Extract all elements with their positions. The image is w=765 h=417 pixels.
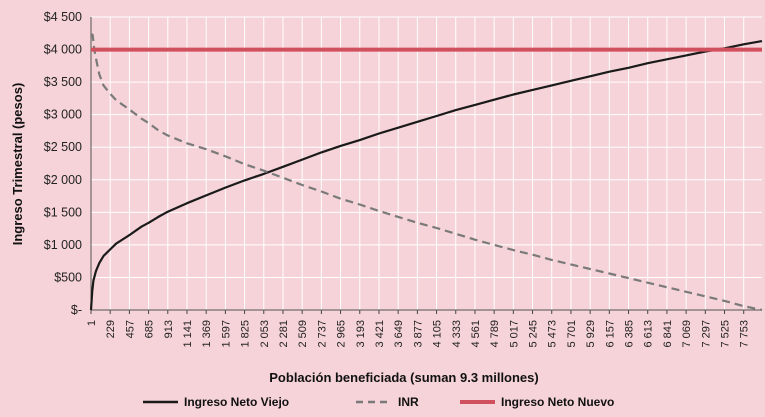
x-axis-title: Población beneficiada (suman 9.3 millone… [269, 370, 538, 385]
x-tick-label: 7 069 [681, 320, 693, 348]
y-tick-label: $2 500 [44, 140, 82, 154]
y-tick-label: $1 500 [44, 205, 82, 219]
series-line-inr [91, 33, 763, 312]
series-line-ingreso-neto-viejo [89, 40, 763, 311]
x-tick-label: 4 333 [451, 320, 463, 348]
x-tick-label: 1 141 [182, 320, 194, 348]
x-tick-label: 6 841 [662, 320, 674, 348]
y-tick-label: $1 000 [44, 238, 82, 252]
x-tick-label: 229 [105, 320, 117, 338]
x-tick-label: 2 509 [297, 320, 309, 348]
y-tick-label: $3 000 [44, 108, 82, 122]
y-tick-label: $4 500 [44, 10, 82, 24]
axes [90, 17, 762, 314]
x-tick-label: 3 649 [393, 320, 405, 348]
legend-label-inr: INR [398, 395, 419, 409]
x-tick-label: 5 245 [528, 320, 540, 348]
x-tick-label: 2 281 [278, 320, 290, 348]
x-tick-label: 6 385 [624, 320, 636, 348]
series-lines [89, 33, 763, 312]
x-tick-label: 4 561 [470, 320, 482, 348]
x-tick-label: 7 753 [739, 320, 751, 348]
x-tick-label: 1 825 [240, 320, 252, 348]
y-tick-label: $- [71, 303, 82, 317]
x-tick-label: 1 597 [220, 320, 232, 348]
legend: Ingreso Neto Viejo INR Ingreso Neto Nuev… [143, 395, 614, 409]
x-tick-label: 5 473 [547, 320, 559, 348]
x-tick-labels: 1 229 457 685 913 1 141 1 369 1 597 1 825 2 053 2 … [86, 320, 751, 348]
x-tick-label: 7 525 [720, 320, 732, 348]
x-tick-label: 4 105 [432, 320, 444, 348]
x-tick-label: 5 929 [585, 320, 597, 348]
x-tick-label: 7 297 [700, 320, 712, 348]
y-tick-label: $3 500 [44, 75, 82, 89]
x-tick-label: 3 193 [355, 320, 367, 348]
x-tick-label: 4 789 [489, 320, 501, 348]
y-tick-label: $4 000 [44, 43, 82, 57]
x-tick-label: 913 [163, 320, 175, 338]
legend-label-ingreso-neto-viejo: Ingreso Neto Viejo [184, 395, 289, 409]
plot-background [91, 17, 762, 310]
x-tick-label: 3 877 [412, 320, 424, 348]
x-tick-label: 685 [144, 320, 156, 338]
x-tick-label: 1 [86, 320, 98, 326]
y-tick-label: $500 [54, 270, 82, 284]
x-tick-label: 6 613 [643, 320, 655, 348]
y-tick-label: $2 000 [44, 173, 82, 187]
x-tick-label: 2 053 [259, 320, 271, 348]
y-axis-title: Ingreso Trimestral (pesos) [10, 83, 25, 246]
y-tick-labels: $- $500 $1 000 $1 500 $2 000 $2 500 $3 000 $3 5… [44, 10, 82, 317]
x-tick-label: 2 965 [336, 320, 348, 348]
x-tick-label: 2 737 [316, 320, 328, 348]
x-tick-label: 457 [124, 320, 136, 338]
legend-label-ingreso-neto-nuevo: Ingreso Neto Nuevo [501, 395, 614, 409]
x-tick-label: 5 701 [566, 320, 578, 348]
x-tick-label: 5 017 [508, 320, 520, 348]
x-tick-label: 6 157 [604, 320, 616, 348]
x-tick-label: 1 369 [201, 320, 213, 348]
x-tick-label: 3 421 [374, 320, 386, 348]
